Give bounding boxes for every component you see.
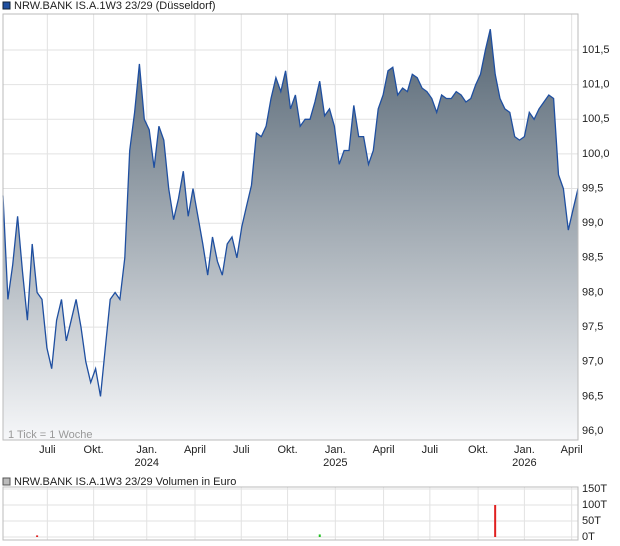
note: 1 Tick = 1 Woche	[8, 429, 92, 441]
y-tick-label: 100,0	[582, 148, 610, 160]
year-label: 2024	[135, 457, 159, 469]
legend-swatch	[2, 1, 11, 10]
area	[3, 29, 578, 440]
y-tick-label: 98,0	[582, 286, 603, 298]
year-label: 2026	[512, 457, 536, 469]
y-tick-label: 99,0	[582, 217, 603, 229]
chart-title: NRW.BANK IS.A.1W3 23/29 (Düsseldorf)	[14, 0, 216, 12]
y-tick-label: 96,0	[582, 425, 603, 437]
y-tick-label: 50T	[582, 515, 601, 527]
x-tick-label: Okt.	[468, 444, 488, 456]
y-tick-label: 101,5	[582, 44, 610, 56]
x-tick-label: Juli	[422, 444, 439, 456]
plot-frame	[2, 13, 579, 441]
x-tick-label: Juli	[39, 444, 56, 456]
y-tick-label: 100,5	[582, 113, 610, 125]
x-tick-label: Jan.	[514, 444, 535, 456]
line	[2, 29, 579, 397]
y-tick-label: 97,0	[582, 356, 603, 368]
bar	[36, 535, 39, 537]
y-tick-label: 100T	[582, 499, 607, 511]
y-tick-label: 150T	[582, 483, 607, 495]
bar	[494, 505, 497, 537]
x-tick-label: Jan.	[325, 444, 346, 456]
y-tick-label: 98,5	[582, 252, 603, 264]
legend-swatch	[2, 477, 11, 486]
y-tick-label: 0T	[582, 531, 595, 543]
y-tick-label: 96,5	[582, 390, 603, 402]
x-tick-label: Okt.	[277, 444, 297, 456]
y-tick-label: 101,0	[582, 79, 610, 91]
x-tick-label: Okt.	[84, 444, 104, 456]
x-tick-label: Jan.	[136, 444, 157, 456]
x-tick-label: April	[184, 444, 206, 456]
year-label: 2025	[323, 457, 347, 469]
y-tick-label: 97,5	[582, 321, 603, 333]
x-tick-label: April	[561, 444, 583, 456]
bar	[318, 534, 321, 537]
y-tick-label: 99,5	[582, 182, 603, 194]
x-tick-label: Juli	[233, 444, 250, 456]
x-tick-label: April	[373, 444, 395, 456]
volume-frame	[2, 486, 579, 541]
volume-title: NRW.BANK IS.A.1W3 23/29 Volumen in Euro	[14, 476, 236, 488]
